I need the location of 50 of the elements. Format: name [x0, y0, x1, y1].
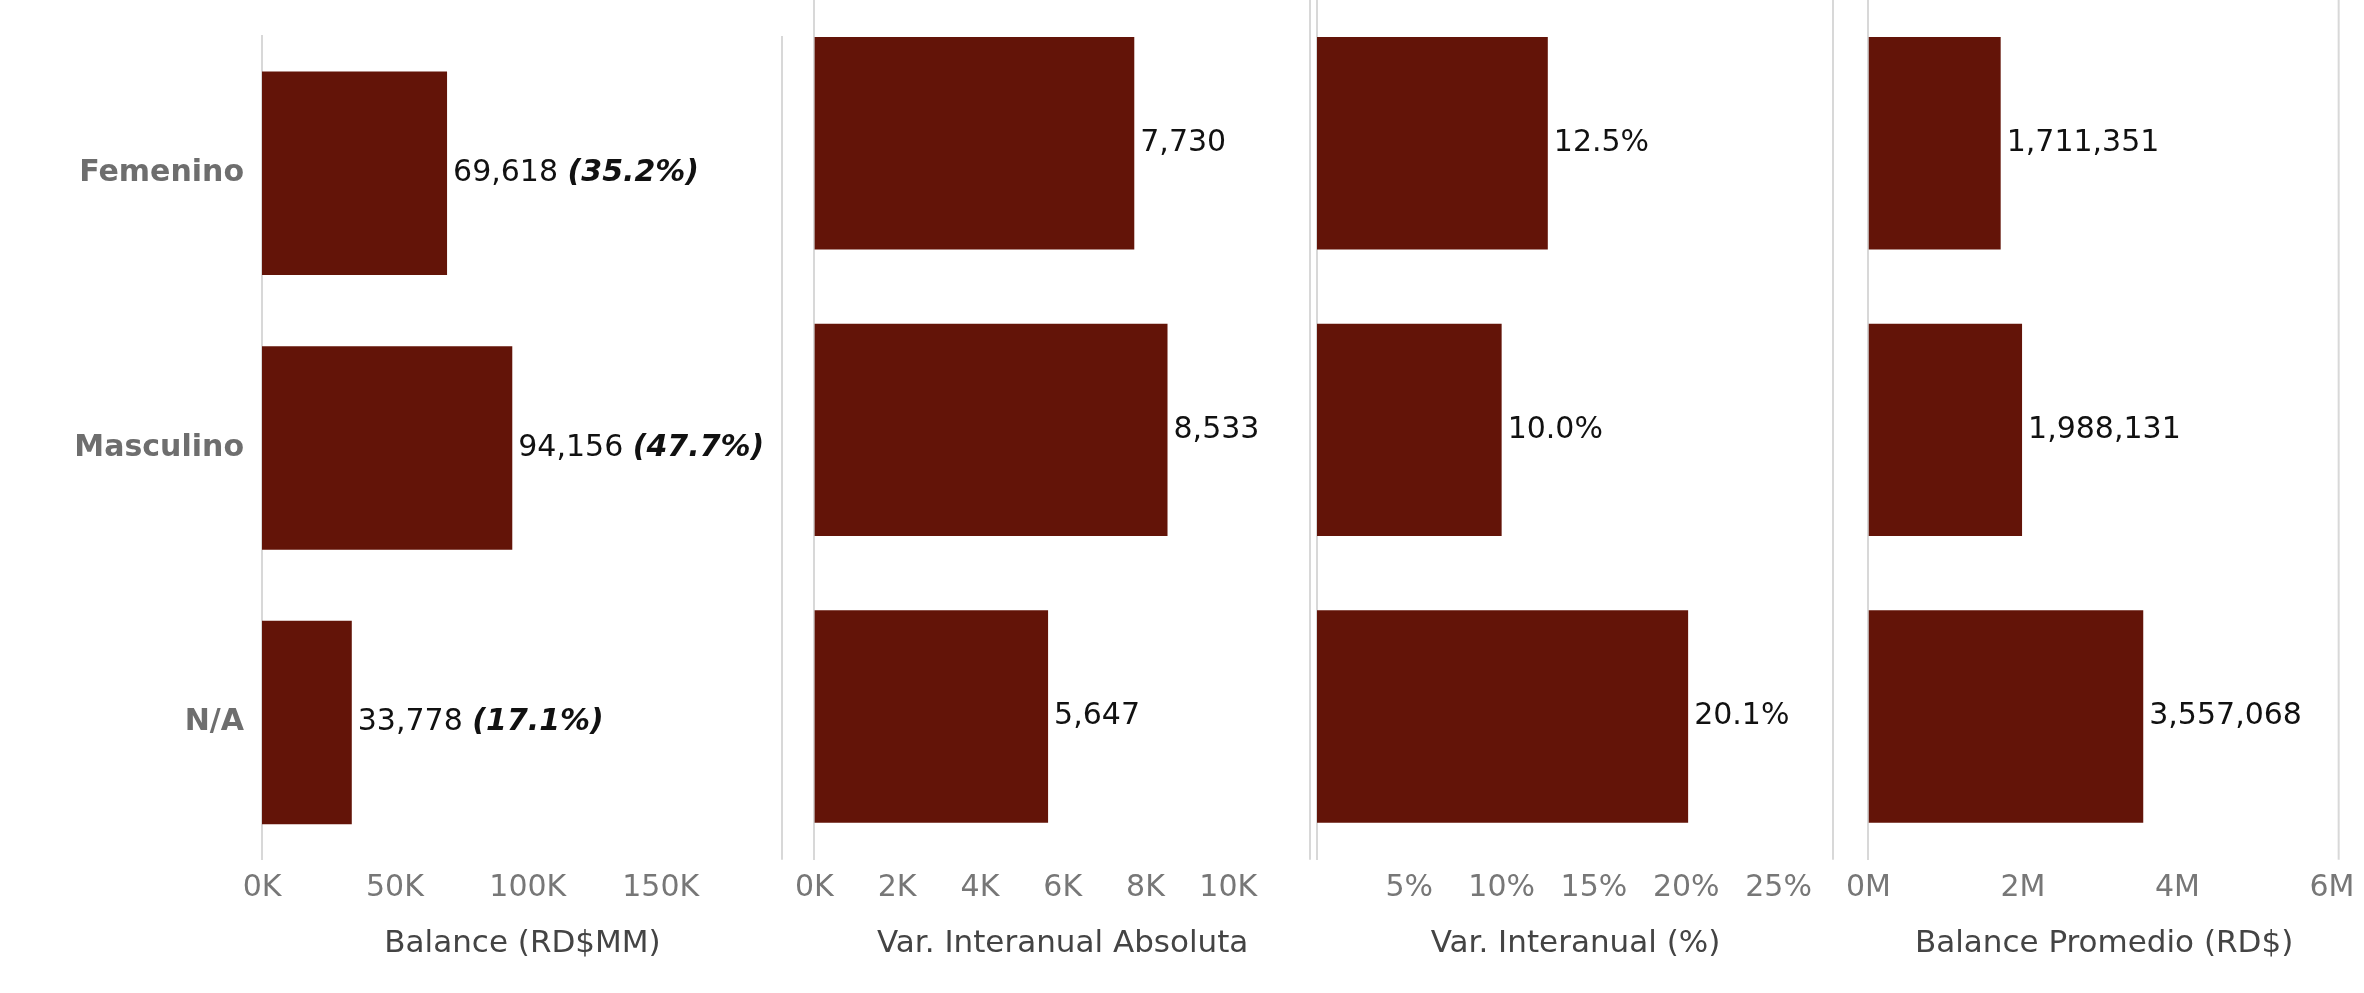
data-label: 20.1% [1694, 696, 1790, 732]
x-tick-label: 6K [1043, 867, 1084, 903]
bar [1868, 323, 2023, 537]
data-label: 69,618 (35.2%) [453, 153, 700, 189]
data-label: 1,988,131 [2028, 409, 2181, 445]
y-tick-label: Femenino [79, 153, 244, 189]
x-tick-label: 150K [622, 867, 701, 903]
x-tick-label: 0K [795, 867, 836, 903]
x-tick-label: 10K [1199, 867, 1259, 903]
data-label: 5,647 [1054, 696, 1140, 732]
x-tick-label: 100K [489, 867, 568, 903]
bar [262, 346, 513, 550]
x-axis-title: Var. Interanual (%) [1430, 923, 1721, 960]
x-tick-label: 6M [2309, 867, 2355, 903]
x-axis-title: Balance (RD$MM) [384, 923, 661, 960]
bar [262, 620, 352, 825]
bar [814, 610, 1049, 823]
x-tick-label: 0M [1845, 867, 1891, 903]
x-tick-label: 2M [2000, 867, 2046, 903]
x-tick-label: 10% [1468, 867, 1535, 903]
y-tick-label: N/A [184, 702, 245, 738]
x-axis-title: Var. Interanual Absoluta [877, 923, 1249, 960]
x-tick-label: 0K [242, 867, 283, 903]
bar [262, 71, 448, 276]
x-axis-title: Balance Promedio (RD$) [1914, 923, 2294, 960]
bar [1868, 37, 2001, 250]
data-label: 12.5% [1553, 123, 1650, 159]
data-label: 1,711,351 [2006, 123, 2160, 159]
x-tick-label: 25% [1745, 867, 1812, 903]
x-tick-label: 8K [1126, 867, 1167, 903]
data-label: 7,730 [1140, 123, 1227, 159]
y-tick-label: Masculino [74, 427, 244, 463]
x-tick-label: 2K [877, 867, 918, 903]
data-label: 94,156 (47.7%) [518, 427, 765, 463]
bar [1868, 610, 2144, 823]
bar [1317, 610, 1689, 823]
data-label: 33,778 (17.1%) [357, 702, 604, 738]
bar [1317, 323, 1502, 537]
data-label: 3,557,068 [2149, 696, 2302, 732]
bar [814, 323, 1168, 537]
data-label: 8,533 [1173, 409, 1260, 445]
x-tick-label: 4M [2154, 867, 2200, 903]
x-tick-label: 4K [960, 867, 1001, 903]
bar [1317, 37, 1548, 250]
x-tick-label: 50K [365, 867, 426, 903]
data-label: 10.0% [1507, 409, 1603, 445]
x-tick-label: 5% [1385, 867, 1434, 903]
x-tick-label: 20% [1652, 867, 1720, 903]
x-tick-label: 15% [1560, 867, 1628, 903]
bar [814, 37, 1135, 250]
